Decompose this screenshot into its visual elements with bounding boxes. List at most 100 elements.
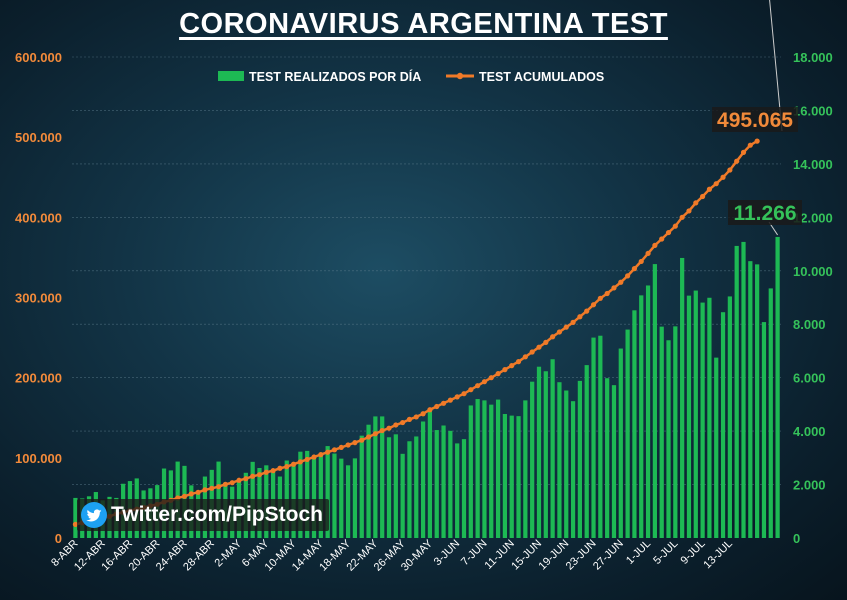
bar <box>502 414 508 538</box>
bar <box>707 297 712 538</box>
line-point <box>209 485 215 491</box>
line-point <box>577 314 583 320</box>
line-point <box>686 208 692 214</box>
bar <box>680 257 685 538</box>
line-point <box>352 440 358 446</box>
bar <box>741 241 746 538</box>
line-point <box>359 437 365 443</box>
bar <box>700 302 705 538</box>
bar <box>325 446 330 538</box>
bar <box>639 295 644 538</box>
bar <box>564 390 569 538</box>
line-point <box>604 290 610 297</box>
line-point <box>720 174 726 180</box>
line-point <box>618 279 624 285</box>
line-point <box>256 472 263 478</box>
line-point <box>638 258 644 265</box>
line-point <box>236 477 242 483</box>
bar <box>775 236 780 538</box>
line-point <box>379 427 385 434</box>
legend-label-line: TEST ACUMULADOS <box>479 70 604 84</box>
line-point <box>331 447 338 453</box>
bar <box>516 416 521 538</box>
bar <box>482 400 487 538</box>
annotation-box-cumulative <box>712 107 798 132</box>
line-point <box>440 400 447 406</box>
line-point <box>263 469 269 475</box>
bar <box>414 436 419 538</box>
annotation-daily: 11.266 <box>733 202 796 225</box>
line-point <box>700 193 706 200</box>
line-point <box>420 411 426 417</box>
line-point <box>447 397 453 403</box>
line-point <box>659 236 665 242</box>
bar <box>570 401 576 538</box>
bar <box>386 437 392 538</box>
bar <box>611 385 617 538</box>
line-point <box>631 266 638 272</box>
legend-swatch-bars <box>218 71 244 81</box>
bar <box>714 357 719 538</box>
line-point <box>693 200 699 206</box>
bar <box>591 337 596 538</box>
line-point <box>529 349 535 355</box>
line-point <box>454 394 460 400</box>
bar <box>441 425 446 538</box>
bar <box>523 400 528 538</box>
annotation-cumulative: 495.065 <box>717 109 793 132</box>
line-point <box>215 484 222 490</box>
y-tick-right: 12.000 <box>793 210 833 225</box>
line-point <box>495 371 501 377</box>
y-tick-left: 500.000 <box>15 130 62 145</box>
bar <box>584 365 589 538</box>
line-point <box>475 383 481 389</box>
line-point <box>522 354 528 360</box>
bar <box>380 416 385 538</box>
line-point <box>181 493 188 499</box>
watermark: Twitter.com/PipStoch <box>77 499 329 531</box>
line-point <box>502 367 508 373</box>
bar <box>407 441 412 538</box>
line-point <box>713 181 719 187</box>
line-point <box>625 273 631 279</box>
line-point <box>72 521 79 527</box>
line-point <box>570 319 576 325</box>
bar <box>720 312 726 538</box>
bar <box>434 430 439 538</box>
line-point <box>284 464 290 470</box>
line-point <box>515 359 522 365</box>
line-point <box>488 375 494 381</box>
line-point <box>195 489 201 495</box>
x-tick-label: 13-JUL <box>701 538 735 572</box>
bar <box>352 458 358 538</box>
x-tick-label: 3-JUN <box>432 538 463 569</box>
line-point <box>590 302 597 308</box>
line-point <box>290 461 297 467</box>
line-point <box>372 431 378 437</box>
bar <box>332 453 337 538</box>
line-point <box>652 242 658 248</box>
y-tick-right: 14.000 <box>793 157 833 172</box>
line-point <box>413 414 419 420</box>
bar <box>693 290 698 538</box>
line-point <box>461 391 467 397</box>
bar <box>461 439 467 538</box>
bar <box>557 382 562 538</box>
line-point <box>250 473 256 479</box>
bar <box>659 326 664 538</box>
line-point <box>386 425 392 431</box>
bar <box>530 381 535 538</box>
y-tick-right: 18.000 <box>793 50 833 65</box>
bar <box>727 296 732 538</box>
bar <box>577 380 583 538</box>
x-tick-label: 30-MAY <box>399 537 435 573</box>
bar <box>625 329 630 538</box>
bar <box>734 245 739 538</box>
line-point <box>400 419 406 426</box>
bar <box>748 261 753 538</box>
y-tick-right: 10.000 <box>793 264 833 279</box>
line-point <box>277 465 283 471</box>
chart-title: CORONAVIRUS ARGENTINA TEST <box>179 8 668 40</box>
y-tick-left: 100.000 <box>15 451 62 466</box>
line-point <box>645 250 651 257</box>
